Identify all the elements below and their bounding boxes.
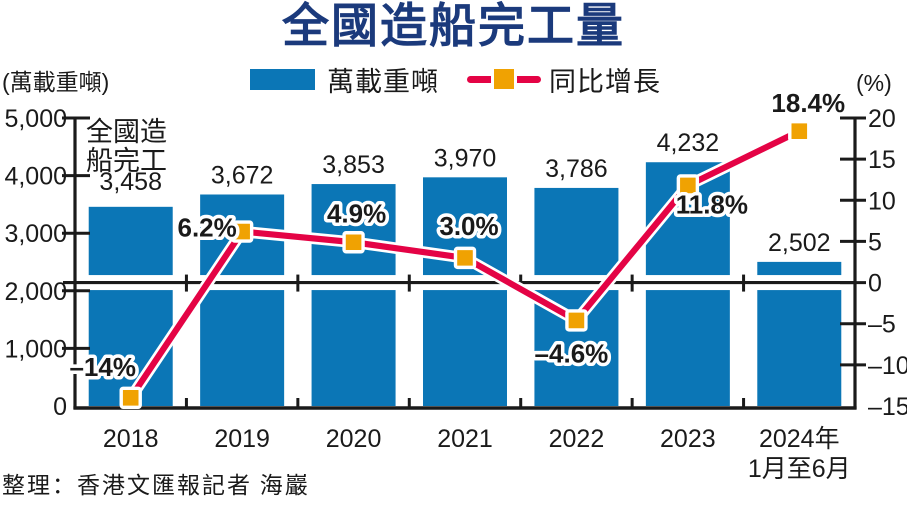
legend-line-marker-icon [491,66,517,92]
left-axis-tick-label: 5,000 [4,105,67,133]
x-axis-label: 2022 [549,425,605,453]
right-axis-unit-label: (%) [856,70,892,96]
x-axis-label: 2023 [660,425,716,453]
bar-value-label: 3,458 [99,168,162,196]
bar-value-label: 3,786 [545,155,608,183]
bar-2020 [311,184,396,406]
pct-value-label: –14% [69,352,136,382]
pct-value-label: 18.4% [771,88,845,118]
legend-bar-label: 萬載重噸 [327,66,439,97]
line-marker-icon [565,309,588,332]
legend-line-sample [467,66,541,92]
right-axis-tick-label: 0 [868,270,882,298]
right-axis-tick-label: –15 [868,393,907,421]
pct-value-label: 4.9% [327,198,386,228]
right-axis-tick-label: 10 [868,187,896,215]
right-axis-tick-label: 5 [868,228,882,256]
left-axis-unit-label: (萬載重噸) [2,69,110,95]
left-axis-tick-label: 4,000 [4,163,67,191]
right-axis-tick-label: –5 [868,311,896,339]
x-axis-label: 2018 [103,425,159,453]
left-axis-tick-label: 3,000 [4,220,67,248]
bar-value-label: 4,232 [657,129,720,157]
pct-value-label: 3.0% [439,211,498,241]
x-axis-label: 2024年 [759,425,840,453]
left-axis-tick-label: 0 [53,393,67,421]
left-axis-tick-label: 2,000 [4,278,67,306]
right-axis-tick-label: –10 [868,352,907,380]
right-axis-tick-label: 15 [868,146,896,174]
bar-value-label: 3,970 [434,144,497,172]
pct-value-label: –4.6% [535,338,609,368]
line-marker-icon [119,386,142,409]
line-marker-icon [342,231,365,254]
line-marker-icon [230,220,254,243]
plot-annotation: 船完工 [86,146,167,176]
x-axis-label: 2019 [214,425,270,453]
pct-value-label: 11.8% [676,189,748,219]
source-credit: 整理：香港文匯報記者 海巖 [2,473,310,498]
bar-2022 [534,187,619,406]
pct-value-label: 6.2% [178,213,237,243]
right-axis-tick-label: 20 [868,105,896,133]
x-axis-label: 1月至6月 [748,455,851,483]
line-marker-icon [453,246,477,270]
left-axis-tick-label: 1,000 [4,335,67,363]
bar-value-label: 3,853 [322,151,385,179]
plot-annotation: 全國造 [86,117,167,147]
line-marker-icon [676,174,700,197]
legend-bar-swatch [250,68,315,90]
legend: 萬載重噸 同比增長 [250,62,661,97]
x-axis-label: 2021 [437,425,493,453]
bar-value-label: 3,672 [211,161,274,189]
bar-2021 [423,177,507,406]
x-axis-label: 2020 [326,425,382,453]
legend-line-label: 同比增長 [549,66,661,97]
bar-2018 [88,206,173,406]
line-marker-icon [788,119,811,143]
chart-title: 全國造船完工量 [282,0,625,52]
bar-value-label: 2,502 [768,229,831,257]
